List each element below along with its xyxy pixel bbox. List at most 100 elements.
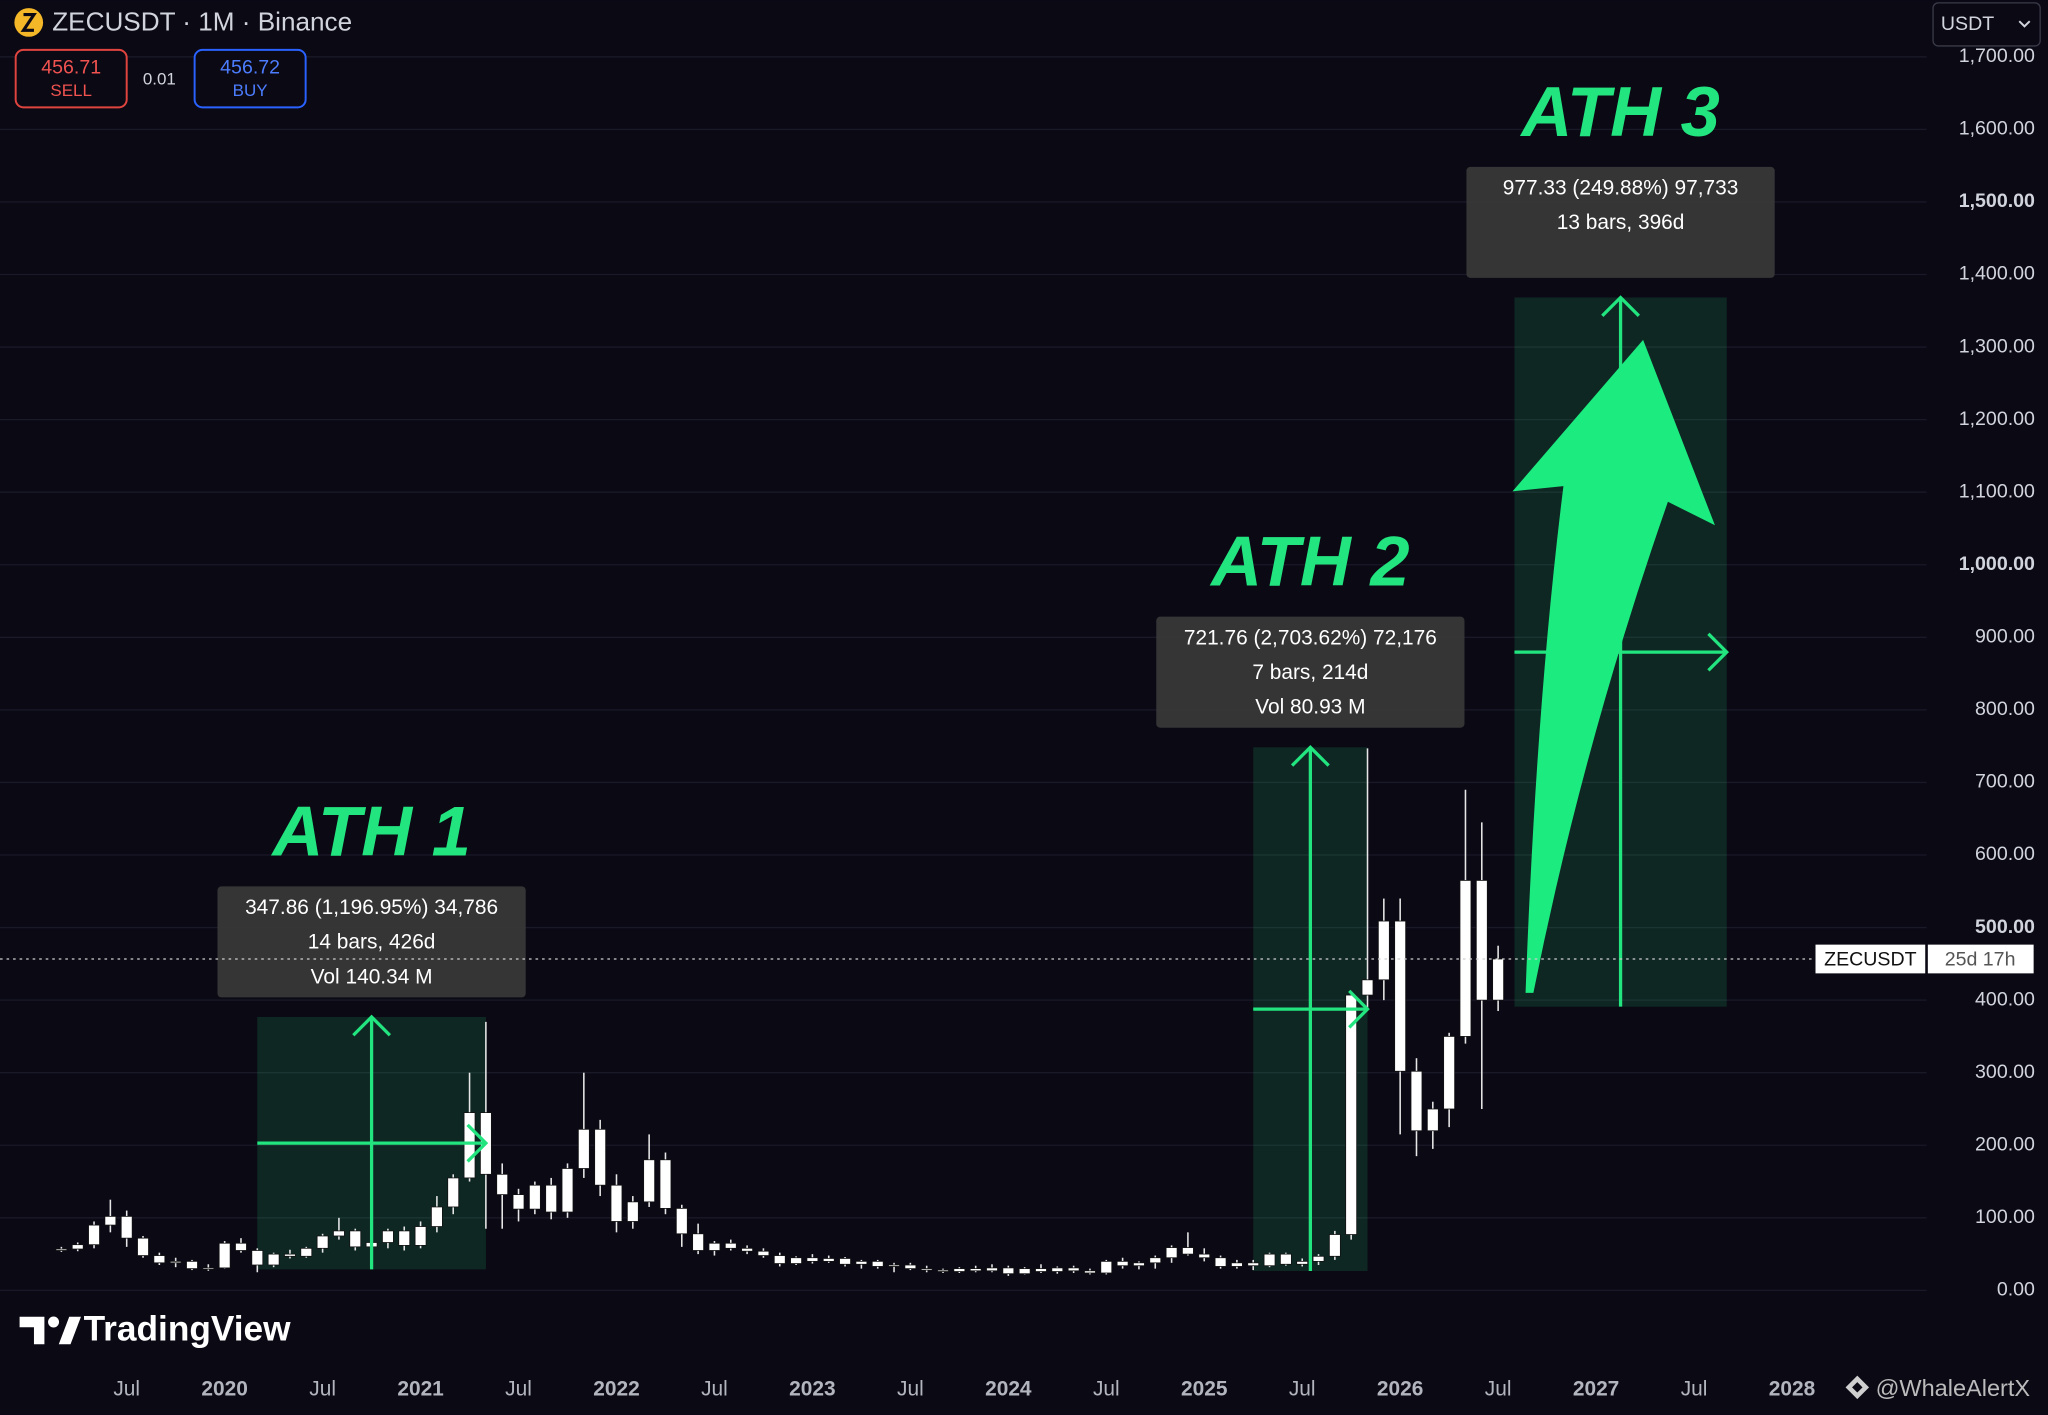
- candle-body: [1133, 1262, 1145, 1267]
- price-tag: [1815, 944, 1926, 974]
- candle-body: [169, 1260, 182, 1264]
- measure-label-box: [1156, 616, 1465, 728]
- candle-body: [986, 1267, 998, 1272]
- spread: 0.01: [143, 69, 176, 88]
- y-tick-label: 1,300.00: [1959, 335, 2035, 357]
- candle-body: [1426, 1108, 1439, 1132]
- branding: TradingView: [84, 1309, 292, 1348]
- measure-arrowhead: [1348, 989, 1370, 1029]
- candle-body: [104, 1215, 117, 1226]
- price-tag-symbol: ZECUSDT: [1824, 948, 1916, 970]
- candle-body: [741, 1247, 753, 1252]
- candle-body: [55, 1248, 68, 1251]
- y-tick-label: 500.00: [1975, 916, 2035, 938]
- candle-body: [724, 1242, 737, 1249]
- y-tick-label: 1,200.00: [1959, 408, 2035, 430]
- currency-dropdown[interactable]: [1932, 2, 2041, 47]
- measure-title: ATH 3: [1519, 72, 1720, 151]
- candle-body: [773, 1255, 786, 1264]
- candle-body: [1328, 1234, 1341, 1257]
- candle-body: [1247, 1262, 1260, 1267]
- candle-body: [937, 1269, 949, 1272]
- candle-body: [1182, 1247, 1194, 1255]
- x-tick-label: 2026: [1377, 1377, 1423, 1400]
- candle-body: [953, 1268, 966, 1272]
- candle-body: [333, 1230, 345, 1237]
- candle-body: [643, 1159, 656, 1203]
- candle-body: [1067, 1267, 1080, 1272]
- candle-body: [71, 1244, 84, 1250]
- candle-body: [1345, 994, 1358, 1235]
- sell-button[interactable]: [14, 48, 128, 109]
- candle-body: [1002, 1267, 1015, 1275]
- candle-body: [349, 1230, 362, 1248]
- x-tick-label: 2025: [1181, 1377, 1228, 1400]
- y-tick-label: 600.00: [1975, 843, 2035, 865]
- candle-body: [1492, 958, 1505, 1001]
- candle-body: [675, 1208, 688, 1235]
- candle-body: [757, 1250, 770, 1256]
- candle-body: [692, 1233, 704, 1251]
- candle-body: [235, 1242, 247, 1251]
- dropdown-chevron: [2018, 20, 2031, 28]
- x-tick-label: 2023: [789, 1377, 835, 1400]
- measure-label-line: 14 bars, 426d: [308, 931, 436, 954]
- candle-body: [251, 1250, 264, 1266]
- buy-button[interactable]: [193, 48, 307, 109]
- candle-body: [1410, 1070, 1423, 1132]
- candle-body: [202, 1267, 215, 1270]
- candle-body: [186, 1260, 198, 1270]
- currency-label: USDT: [1941, 13, 1994, 35]
- measure-arrowhead: [1290, 744, 1330, 767]
- measure-title: ATH 2: [1209, 522, 1410, 601]
- candle-body: [300, 1247, 313, 1257]
- y-tick-label: 200.00: [1975, 1133, 2035, 1155]
- candle-body: [1296, 1260, 1309, 1265]
- x-tick-label: 2028: [1769, 1377, 1815, 1400]
- measure-label-box: [217, 886, 526, 998]
- measure-arrowhead: [1601, 295, 1641, 317]
- measure-label-line: 347.86 (1,196.95%) 34,786: [245, 896, 498, 919]
- y-tick-label: 1,000.00: [1959, 553, 2035, 575]
- sell-label: SELL: [50, 81, 92, 100]
- candle-body: [1443, 1036, 1456, 1110]
- candle-body: [120, 1215, 133, 1239]
- x-tick-label: 2027: [1573, 1377, 1619, 1400]
- x-tick-label: Jul: [309, 1377, 336, 1400]
- x-tick-label: Jul: [897, 1377, 924, 1400]
- candle-body: [577, 1128, 590, 1169]
- x-tick-label: 2022: [593, 1377, 639, 1400]
- candle-body: [561, 1168, 574, 1213]
- price-tag-countdown: 25d 17h: [1945, 948, 2016, 970]
- candle-body: [1279, 1253, 1292, 1265]
- measure-label-box: [1466, 166, 1775, 278]
- candle-body: [431, 1206, 443, 1227]
- candle-body: [463, 1112, 476, 1179]
- measure-title: ATH 1: [270, 791, 470, 870]
- candle-body: [398, 1230, 411, 1246]
- y-tick-label: 1,500.00: [1959, 190, 2035, 212]
- candle-body: [659, 1159, 672, 1209]
- watermark: @WhaleAlertX: [1876, 1375, 2031, 1401]
- price-tag-countdown-box: [1927, 944, 2034, 974]
- measure-arrowhead: [1707, 632, 1730, 672]
- candle-body: [904, 1264, 917, 1270]
- candle-body: [594, 1128, 607, 1186]
- candle-body: [1035, 1268, 1047, 1272]
- sell-price: 456.71: [41, 56, 101, 78]
- measure-label-line: Vol 140.34 M: [311, 965, 433, 988]
- big-arrow: [1512, 339, 1715, 993]
- y-tick-label: 1,400.00: [1959, 263, 2035, 285]
- candle-body: [1475, 880, 1488, 1001]
- candle-body: [88, 1224, 100, 1246]
- candle-body: [512, 1194, 525, 1210]
- candle-body: [1394, 920, 1407, 1072]
- candle-body: [871, 1260, 884, 1267]
- y-tick-label: 1,700.00: [1959, 45, 2035, 67]
- x-tick-label: 2024: [985, 1377, 1032, 1400]
- candle-body: [137, 1237, 149, 1256]
- candle-body: [1149, 1257, 1162, 1264]
- candle-body: [284, 1253, 296, 1257]
- x-tick-label: Jul: [1681, 1377, 1708, 1400]
